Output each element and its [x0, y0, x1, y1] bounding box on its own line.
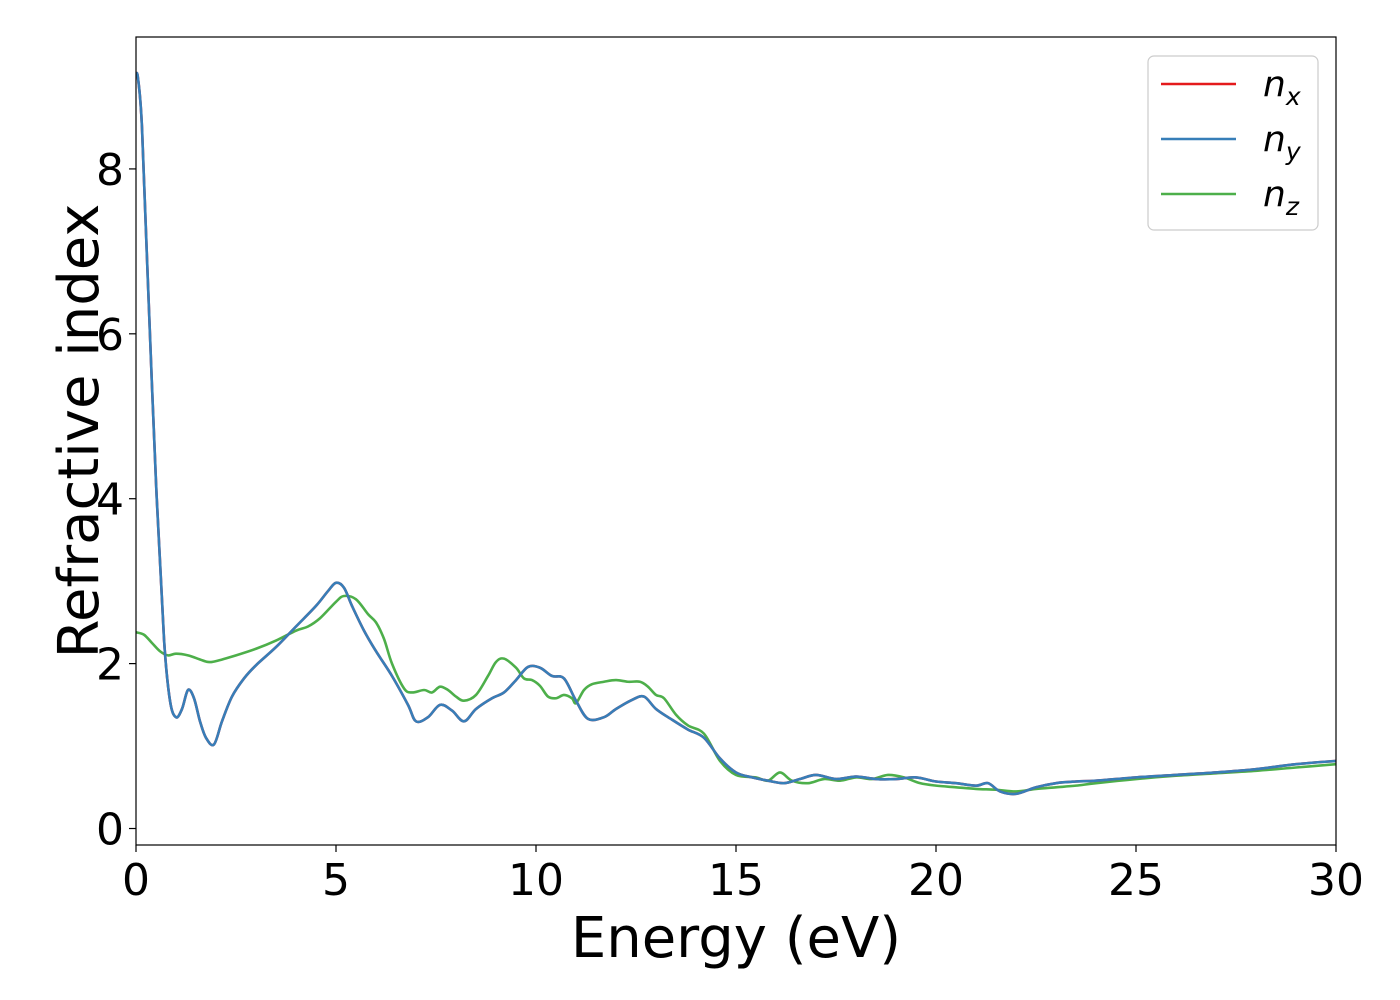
- x-tick-label: 0: [122, 855, 150, 906]
- series-layer: [136, 71, 1336, 796]
- legend-items: nx ny nz: [1161, 64, 1302, 221]
- series-line-n-z: [136, 594, 1336, 793]
- y-tick-label: 8: [96, 145, 124, 196]
- x-tick-label: 5: [322, 855, 350, 906]
- tick-layer: 0 5 10 15 20 25 30 0 2 4 6 8: [96, 145, 1364, 906]
- legend-label-nx: nx: [1263, 64, 1301, 111]
- y-tick-label: 4: [96, 475, 124, 526]
- y-axis-title: Refractive index: [47, 204, 112, 659]
- x-tick-label: 25: [1108, 855, 1164, 906]
- x-tick-label: 10: [508, 855, 564, 906]
- legend-label-ny: ny: [1263, 119, 1302, 166]
- x-tick-label: 15: [708, 855, 764, 906]
- y-tick-label: 2: [96, 640, 124, 691]
- x-tick-label: 30: [1308, 855, 1364, 906]
- x-axis-title: Energy (eV): [571, 906, 901, 971]
- y-tick-label: 0: [96, 805, 124, 856]
- y-tick-label: 6: [96, 310, 124, 361]
- legend: nx ny nz: [1147, 55, 1319, 231]
- x-tick-label: 20: [908, 855, 964, 906]
- series-line-n-y: [136, 71, 1336, 796]
- legend-label-nz: nz: [1263, 174, 1300, 221]
- legend-box: [1147, 55, 1319, 231]
